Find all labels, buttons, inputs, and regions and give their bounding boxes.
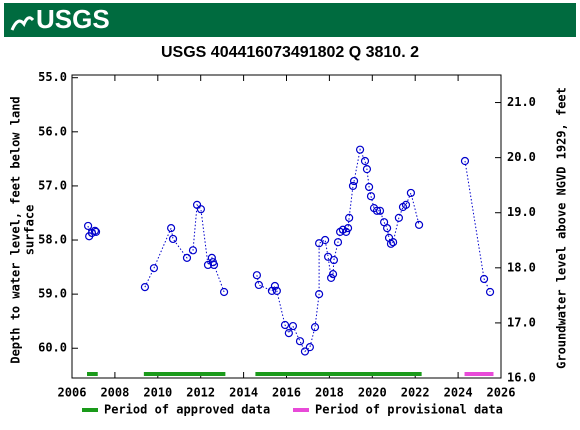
data-point: [196, 205, 206, 214]
chart-title: USGS 404416073491802 Q 3810. 2: [161, 44, 419, 61]
data-point: [345, 213, 354, 222]
y2-axis-label: Groundwater level above NGVD 1929, feet: [555, 87, 569, 369]
legend-label: Period of approved data: [104, 403, 270, 417]
data-point: [355, 145, 365, 154]
data-point: [90, 226, 100, 235]
data-point: [343, 224, 353, 233]
data-point: [209, 260, 219, 270]
header-bar: [4, 3, 576, 37]
data-point: [168, 234, 178, 244]
legend-label: Period of provisional data: [315, 403, 503, 417]
data-point: [300, 347, 310, 356]
x-tick-label: 2014: [229, 386, 258, 400]
x-tick-label: 2022: [401, 386, 430, 400]
x-tick-label: 2016: [272, 386, 301, 400]
data-point: [305, 343, 314, 352]
data-point: [394, 213, 403, 222]
data-point: [295, 337, 305, 346]
y-axis-label: Depth to water level, feet below land: [9, 96, 23, 363]
period-bar: [464, 372, 494, 376]
data-point: [414, 220, 424, 229]
x-tick-label: 2012: [186, 386, 215, 400]
data-point: [284, 328, 293, 338]
y2-tick-label: 19.0: [507, 205, 536, 219]
period-bar: [87, 372, 98, 376]
data-point: [485, 287, 495, 297]
y2-tick-label: 18.0: [507, 260, 536, 274]
data-point: [364, 182, 374, 192]
data-point: [333, 238, 343, 247]
data-point: [315, 239, 324, 248]
y-tick-label: 60.0: [38, 341, 67, 355]
x-tick-label: 2010: [143, 386, 172, 400]
y-tick-label: 59.0: [38, 287, 67, 301]
data-point: [348, 181, 358, 191]
period-bar: [143, 372, 226, 376]
data-point: [91, 227, 101, 237]
logo: USGS: [36, 4, 110, 34]
y-tick-label: 58.0: [38, 233, 67, 247]
data-point: [140, 283, 150, 292]
data-point: [375, 206, 385, 215]
data-point: [349, 176, 359, 186]
data-point: [166, 224, 176, 233]
data-point: [362, 165, 372, 174]
x-tick-label: 2024: [444, 386, 473, 400]
data-point: [182, 253, 192, 262]
y-tick-label: 57.0: [38, 178, 67, 192]
data-point: [372, 206, 382, 215]
data-point: [366, 192, 376, 201]
data-point: [188, 246, 198, 255]
y2-tick-label: 21.0: [507, 95, 536, 109]
logo-wave: [10, 16, 35, 31]
x-tick-label: 2008: [100, 386, 129, 400]
data-point: [386, 239, 396, 248]
data-point: [401, 200, 411, 209]
data-point: [252, 271, 261, 280]
y2-tick-label: 20.0: [507, 150, 536, 164]
y-tick-label: 55.0: [38, 70, 67, 84]
x-tick-label: 2020: [358, 386, 387, 400]
series-line: [87, 148, 491, 353]
data-point: [460, 156, 470, 166]
data-point: [406, 188, 416, 198]
data-point: [219, 287, 229, 297]
data-point: [272, 286, 281, 295]
data-point: [321, 235, 330, 245]
y2-tick-label: 16.0: [507, 371, 536, 385]
data-point: [83, 221, 93, 231]
plot-frame: [71, 74, 502, 379]
data-point: [328, 270, 338, 279]
data-point: [149, 264, 159, 273]
period-bar: [255, 372, 422, 376]
data-point: [479, 274, 489, 284]
data-point: [315, 290, 324, 299]
data-point: [383, 224, 392, 233]
data-point: [310, 323, 320, 332]
x-tick-label: 2026: [487, 386, 516, 400]
y-axis-label: surface: [23, 205, 37, 256]
data-point: [288, 321, 298, 331]
y-tick-label: 56.0: [38, 124, 67, 138]
data-point: [360, 156, 370, 166]
data-point: [270, 281, 280, 291]
data-point: [280, 320, 290, 330]
data-point: [207, 253, 216, 262]
data-point: [254, 280, 263, 290]
x-tick-label: 2018: [315, 386, 344, 400]
data-point: [329, 255, 339, 265]
y2-tick-label: 17.0: [507, 315, 536, 329]
data-point: [389, 238, 398, 247]
x-tick-label: 2006: [58, 386, 87, 400]
